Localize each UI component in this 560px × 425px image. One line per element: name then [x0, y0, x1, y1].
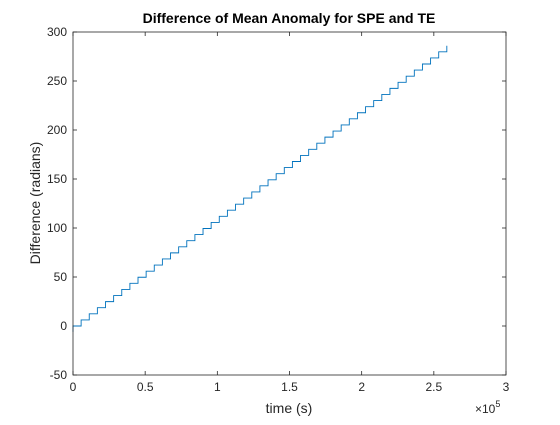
- x-tick-label: 3: [503, 380, 510, 394]
- x-axis-label: time (s): [266, 400, 313, 416]
- plot-series: [72, 45, 448, 332]
- x-tick-label: 1: [214, 380, 221, 394]
- y-tick-label: 50: [54, 270, 68, 284]
- y-tick-label: 100: [47, 221, 67, 235]
- y-tick-label: -50: [50, 368, 68, 382]
- x-axis-exponent: ×105: [475, 399, 500, 416]
- x-tick-label: 2.5: [425, 380, 442, 394]
- y-tick-label: 150: [47, 172, 67, 186]
- axes-box: [72, 31, 507, 376]
- x-tick-label: 0: [70, 380, 77, 394]
- y-axis-label: Difference (radians): [27, 142, 43, 265]
- y-tick-label: 250: [47, 74, 67, 88]
- series-line: [72, 45, 448, 332]
- x-exponent-power: 5: [495, 399, 500, 409]
- x-tick-label: 1.5: [281, 380, 298, 394]
- y-tick-label: 300: [47, 25, 67, 39]
- y-tick-label: 0: [60, 319, 67, 333]
- x-tick-label: 2: [358, 380, 365, 394]
- chart-title: Difference of Mean Anomaly for SPE and T…: [143, 10, 436, 26]
- y-tick-label: 200: [47, 123, 67, 137]
- x-exponent-base: ×10: [475, 402, 496, 416]
- x-tick-label: 0.5: [137, 380, 154, 394]
